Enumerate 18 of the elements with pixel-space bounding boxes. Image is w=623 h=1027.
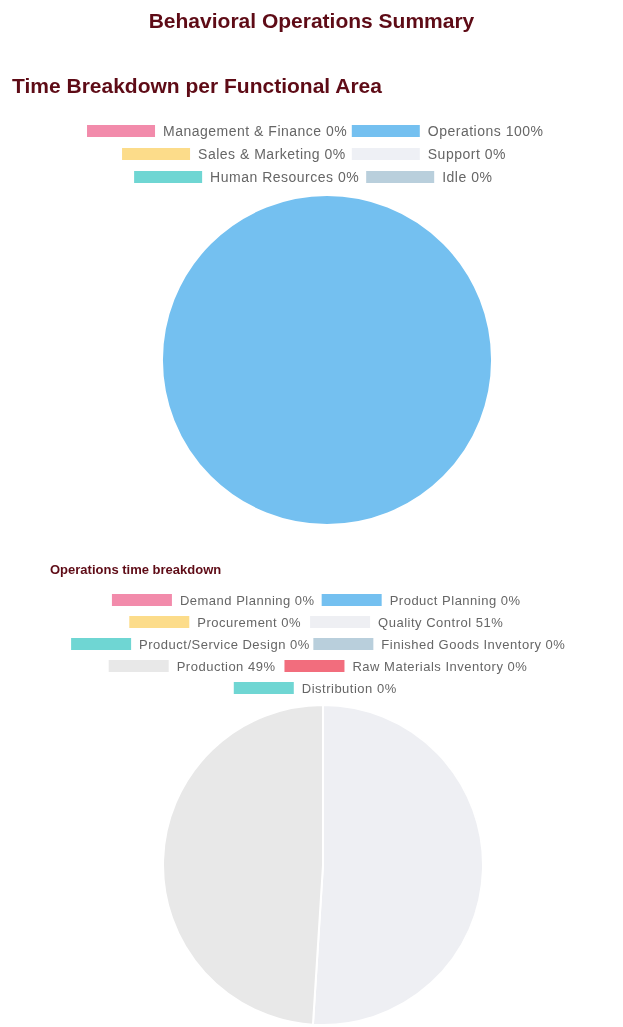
legend-label: Finished Goods Inventory 0% [381, 636, 566, 652]
chart-subtitle: Time Breakdown per Functional Area [12, 74, 383, 97]
legend-label: Raw Materials Inventory 0% [352, 658, 528, 674]
legend-label: Production 49% [176, 658, 276, 674]
legend-label: Human Resources 0% [210, 168, 360, 185]
chart-title: Behavioral Operations Summary [148, 9, 475, 32]
legend-label: Distribution 0% [301, 680, 397, 696]
chart-title: Operations time breakdown [50, 562, 222, 577]
legend-label: Procurement 0% [197, 614, 302, 630]
legend-label: Operations 100% [427, 122, 544, 139]
legend-label: Management & Finance 0% [163, 122, 348, 139]
legend-label: Product Planning 0% [389, 592, 521, 608]
legend-label: Sales & Marketing 0% [198, 145, 346, 162]
legend-label: Support 0% [427, 145, 506, 162]
legend-label: Demand Planning 0% [179, 592, 315, 608]
legend-label: Idle 0% [442, 168, 493, 185]
legend-label: Quality Control 51% [378, 614, 504, 630]
legend-label: Product/Service Design 0% [139, 636, 310, 652]
